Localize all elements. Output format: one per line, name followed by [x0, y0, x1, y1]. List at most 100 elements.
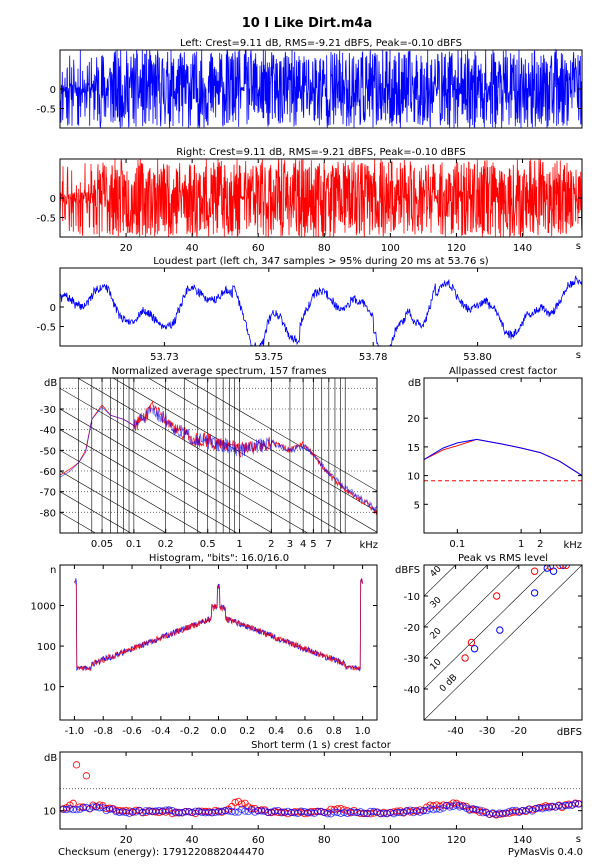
version-text: PyMasVis 0.4.0: [508, 847, 583, 858]
peakrms-point: [467, 638, 476, 647]
crest-point: [165, 806, 173, 814]
spectrum-title: Normalized average spectrum, 157 frames: [112, 366, 327, 377]
peakrms-xtick-label: -40: [447, 726, 463, 737]
spectrum-ytick-label: -30: [40, 405, 56, 416]
histogram-frame: [59, 564, 378, 721]
crest-point: [72, 761, 81, 769]
allpass-xtick-label: 2: [537, 539, 543, 550]
allpass-xunit: kHz: [563, 540, 582, 551]
spectrum-ylabel: dB: [44, 378, 57, 389]
crest-point: [360, 809, 368, 817]
crest-xtick-label: 40: [186, 835, 199, 846]
crest-point: [542, 804, 550, 812]
spectrum-xtick-label: 5: [310, 539, 316, 550]
peakrms-ytick-label: -40: [404, 685, 420, 696]
crest-point: [446, 803, 454, 811]
spectrum-xtick-label: 0.2: [158, 539, 174, 550]
spectrum-diag: [60, 450, 203, 533]
histogram-xtick-label: -0.4: [151, 726, 171, 737]
crest-point: [565, 801, 573, 809]
histogram-ytick-label: 1000: [31, 602, 56, 613]
spectrum-xtick-label: 3: [287, 539, 293, 550]
panel-left-channel: Left: Crest=9.11 dB, RMS=-9.21 dBFS, Pea…: [36, 38, 583, 129]
histogram-xtick-label: 1.0: [355, 726, 371, 737]
checksum-text: Checksum (energy): 1791220882044470: [58, 847, 264, 858]
crest-point: [238, 800, 246, 808]
spectrum-ytick-label: -80: [40, 508, 56, 519]
peakrms-point: [492, 592, 501, 600]
left-ytick-label: 0: [50, 85, 56, 96]
peakrms-diagonal-label: 0 dB: [438, 673, 460, 695]
loudest-ytick-label: 0: [50, 303, 56, 314]
spectrum-series-line: [60, 404, 377, 512]
crest-xtick-label: 60: [252, 835, 265, 846]
spectrum-ytick-label: -40: [40, 426, 56, 437]
right-xtick-label: 60: [252, 243, 265, 254]
spectrum-ytick-label: -50: [40, 446, 56, 457]
peakrms-diagonal: [424, 565, 520, 659]
crest-point: [105, 805, 114, 814]
peakrms-point: [496, 626, 504, 634]
crest-frame: [59, 751, 583, 830]
allpass-ytick-label: 10: [407, 472, 420, 483]
spectrum-diag: [60, 491, 132, 533]
right-xtick-label: 80: [318, 243, 331, 254]
peakrms-xunit: dBFS: [557, 727, 582, 738]
loudest-xtick-label: 53.78: [359, 352, 388, 363]
peakrms-diagonal-label: 30: [429, 595, 444, 610]
crest-xtick-label: 80: [318, 835, 331, 846]
crest-point: [502, 809, 510, 817]
peakrms-point: [546, 565, 555, 571]
crest-point: [323, 810, 332, 818]
allpass-ylabel: dB: [408, 378, 421, 389]
crest-point: [370, 807, 378, 816]
peakrms-diagonal: [424, 565, 457, 597]
crest-point: [72, 806, 81, 814]
peakrms-title: Peak vs RMS level: [458, 553, 548, 564]
histogram-xtick-label: 0.4: [268, 726, 284, 737]
peakrms-ytick-label: -30: [404, 654, 420, 665]
spectrum-xtick-label: 2: [268, 539, 274, 550]
right-xtick-label: 120: [447, 243, 466, 254]
peakrms-diagonal: [424, 565, 582, 720]
right-ytick-label: -0.5: [36, 214, 56, 225]
spectrum-diag: [60, 408, 273, 533]
histogram-title: Histogram, "bits": 16.0/16.0: [149, 553, 289, 564]
crest-point: [82, 772, 91, 780]
spectrum-xtick-label: 0.05: [91, 539, 113, 550]
histogram-xtick-label: 0.8: [326, 726, 342, 737]
crest-point: [86, 804, 94, 813]
allpass-ytick-label: 5: [414, 500, 420, 511]
crest-xtick-label: 140: [513, 835, 532, 846]
loudest-xtick-label: 53.75: [254, 352, 283, 363]
crest-point: [356, 808, 365, 816]
crest-point: [479, 809, 487, 817]
loudest-ytick-label: -0.5: [36, 323, 56, 334]
crest-xtick-label: 20: [120, 835, 133, 846]
peakrms-grid-group: 40 30 20 100 dB: [424, 565, 582, 720]
loudest-xtick-label: 53.73: [150, 352, 179, 363]
panel-right-channel: Right: Crest=9.11 dB, RMS=-9.21 dBFS, Pe…: [36, 147, 583, 254]
histogram-xtick-label: 0.0: [211, 726, 227, 737]
crest-point: [271, 807, 279, 815]
spectrum-diag: [183, 378, 377, 492]
crest-point: [416, 808, 424, 816]
peakrms-point: [543, 565, 551, 572]
crest-point: [102, 806, 110, 815]
right-xunit: s: [576, 241, 581, 252]
spectrum-xunit: kHz: [359, 540, 378, 551]
spectrum-diag: [147, 378, 377, 512]
peakrms-ytick-label: -10: [404, 592, 420, 603]
allpass-ytick-label: 15: [407, 443, 420, 454]
spectrum-xtick-label: 0.1: [126, 539, 142, 550]
crest-point: [125, 809, 134, 818]
left-frame: [59, 49, 583, 129]
crest-point: [399, 808, 408, 816]
peakrms-point: [530, 567, 539, 575]
crest-point: [436, 805, 444, 813]
panel-loudest-part: Loudest part (left ch, 347 samples > 95%…: [36, 256, 583, 363]
right-xtick-label: 100: [381, 243, 400, 254]
spectrum-xtick-label: 0.5: [200, 539, 216, 550]
spectrum-diag: [77, 378, 344, 533]
